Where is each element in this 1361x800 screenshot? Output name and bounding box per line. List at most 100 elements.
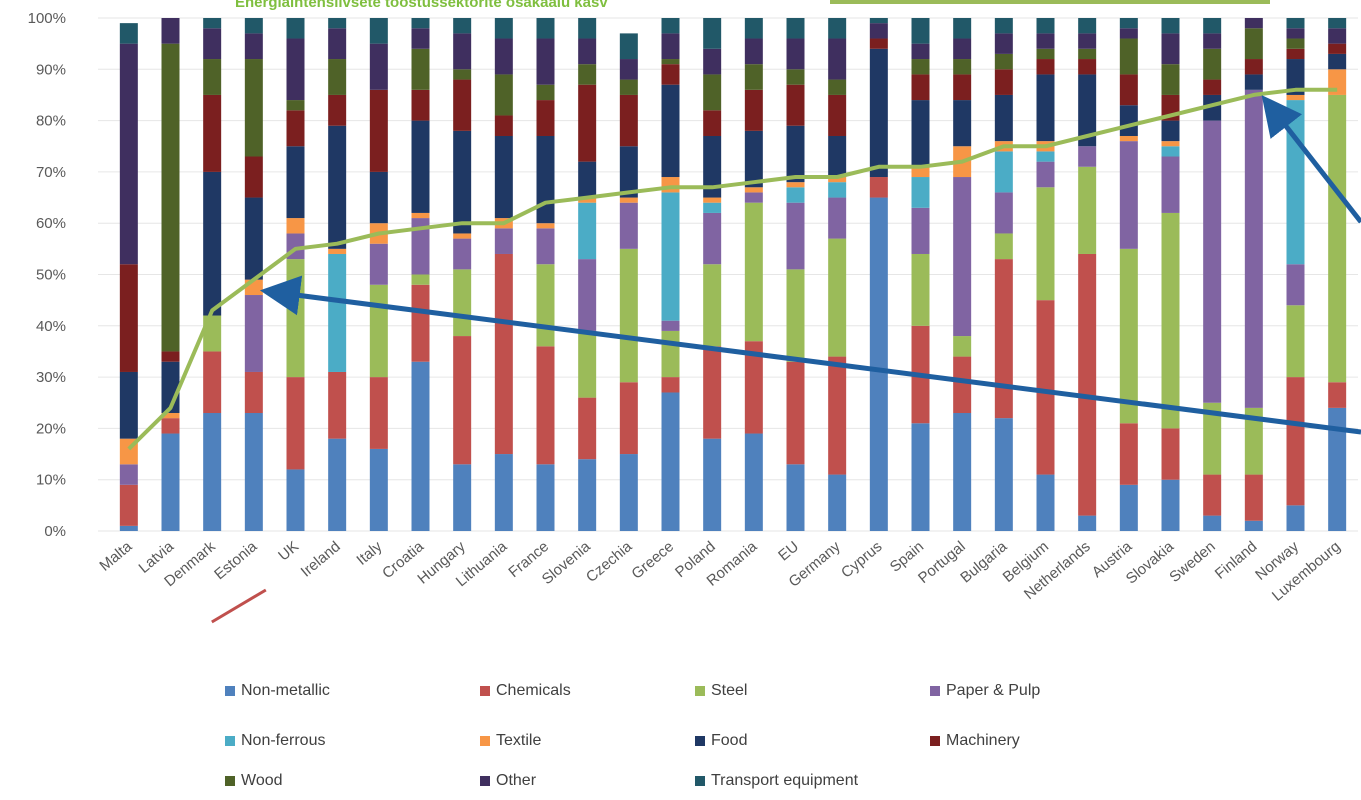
bar-segment bbox=[1078, 33, 1097, 49]
bar-stack bbox=[1119, 18, 1138, 531]
bar-segment bbox=[203, 413, 222, 531]
bar-segment bbox=[786, 125, 805, 183]
bar-segment bbox=[703, 202, 722, 213]
bar-stack bbox=[1161, 18, 1180, 531]
legend-item: Steel bbox=[695, 682, 747, 700]
legend-item: Transport equipment bbox=[695, 772, 858, 790]
bar-segment bbox=[828, 197, 847, 239]
bar-segment bbox=[286, 18, 305, 39]
bar-segment bbox=[703, 74, 722, 111]
bar-segment bbox=[1036, 474, 1055, 531]
arrow-to-finland bbox=[1261, 95, 1361, 224]
bar-segment bbox=[1036, 59, 1055, 75]
bar-segment bbox=[1286, 18, 1305, 29]
bar-segment bbox=[619, 248, 638, 383]
bar-segment bbox=[578, 459, 597, 531]
bar-segment bbox=[161, 418, 180, 434]
bar-segment bbox=[1119, 18, 1138, 29]
bar-segment bbox=[661, 59, 680, 65]
bar-segment bbox=[453, 464, 472, 531]
bar-segment bbox=[411, 274, 430, 285]
bar-segment bbox=[1161, 479, 1180, 531]
bar-segment bbox=[411, 18, 430, 29]
bar-segment bbox=[286, 146, 305, 219]
bar-segment bbox=[1078, 48, 1097, 60]
bar-segment bbox=[119, 464, 138, 485]
bar-stack bbox=[369, 18, 388, 531]
bar-segment bbox=[1286, 59, 1305, 95]
bar-segment bbox=[244, 197, 263, 280]
bar-segment bbox=[661, 377, 680, 393]
bar-segment bbox=[619, 94, 638, 147]
bar-segment bbox=[119, 525, 138, 531]
annotation-arrows bbox=[259, 95, 1361, 435]
bar-segment bbox=[536, 84, 555, 101]
bar-segment bbox=[661, 392, 680, 531]
bar-segment bbox=[494, 74, 513, 116]
y-tick-label: 50% bbox=[36, 267, 66, 284]
bar-segment bbox=[661, 320, 680, 331]
bar-segment bbox=[453, 79, 472, 131]
bar-segment bbox=[536, 38, 555, 85]
bar-segment bbox=[244, 33, 263, 60]
legend-label: Paper & Pulp bbox=[946, 682, 1041, 699]
bar-segment bbox=[619, 197, 638, 203]
bar-segment bbox=[1119, 423, 1138, 485]
x-tick-label: Finland bbox=[1212, 538, 1261, 583]
bar-segment bbox=[369, 284, 388, 378]
bar-segment bbox=[1161, 33, 1180, 65]
bar-segment bbox=[744, 341, 763, 434]
bar-segment bbox=[1203, 79, 1222, 95]
bar-segment bbox=[1161, 146, 1180, 157]
bar-segment bbox=[369, 43, 388, 90]
bar-segment bbox=[1203, 33, 1222, 49]
bar-segment bbox=[994, 151, 1013, 193]
bar-stack bbox=[328, 18, 347, 531]
bar-stack bbox=[994, 18, 1013, 531]
bar-segment bbox=[994, 259, 1013, 419]
bar-segment bbox=[744, 202, 763, 342]
bar-segment bbox=[703, 212, 722, 265]
legend-item: Non-ferrous bbox=[225, 732, 325, 750]
bar-stack bbox=[1286, 18, 1305, 531]
bar-segment bbox=[1328, 18, 1347, 29]
bar-segment bbox=[1036, 161, 1055, 188]
bar-segment bbox=[578, 38, 597, 65]
bar-segment bbox=[661, 192, 680, 321]
bar-segment bbox=[203, 171, 222, 316]
x-tick-label: Sweden bbox=[1166, 538, 1218, 586]
bar-stack bbox=[828, 18, 847, 531]
legend-swatch bbox=[695, 686, 705, 696]
bar-segment bbox=[911, 177, 930, 208]
bar-segment bbox=[411, 212, 430, 219]
legend-swatch bbox=[930, 736, 940, 746]
bar-segment bbox=[1286, 264, 1305, 306]
bar-segment bbox=[328, 18, 347, 29]
bar-segment bbox=[411, 218, 430, 275]
estonia-underline bbox=[211, 588, 267, 624]
bar-segment bbox=[161, 413, 180, 419]
bar-segment bbox=[328, 94, 347, 126]
bar-segment bbox=[828, 177, 847, 183]
x-tick-label: Estonia bbox=[211, 538, 261, 584]
bar-segment bbox=[328, 438, 347, 531]
bar-segment bbox=[578, 197, 597, 203]
bar-segment bbox=[1203, 48, 1222, 80]
bar-segment bbox=[703, 48, 722, 75]
bar-segment bbox=[828, 79, 847, 95]
bar-segment bbox=[994, 418, 1013, 531]
bar-segment bbox=[1244, 59, 1263, 75]
bar-segment bbox=[161, 18, 180, 44]
bar-segment bbox=[828, 94, 847, 136]
bar-segment bbox=[786, 182, 805, 188]
bar-segment bbox=[911, 166, 930, 178]
bar-segment bbox=[578, 18, 597, 39]
x-tick-label: Czechia bbox=[583, 538, 636, 586]
bar-segment bbox=[1328, 43, 1347, 54]
bar-segment bbox=[744, 64, 763, 90]
bar-segment bbox=[203, 18, 222, 29]
x-tick-label: Slovakia bbox=[1123, 538, 1178, 588]
bar-segment bbox=[703, 18, 722, 49]
bar-segment bbox=[1286, 305, 1305, 378]
bar-segment bbox=[703, 197, 722, 203]
